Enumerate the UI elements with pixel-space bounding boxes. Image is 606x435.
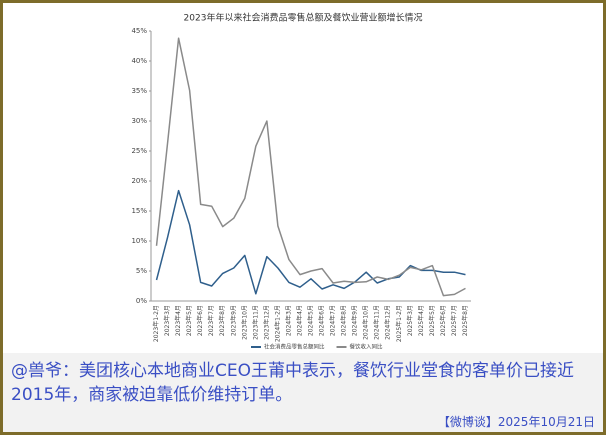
x-tick-label: 2024年3月: [284, 305, 292, 336]
y-tick-label: 25%: [131, 147, 147, 155]
x-tick-label: 2023年3月: [163, 305, 171, 336]
y-tick-label: 5%: [136, 267, 147, 275]
x-tick-label: 2024年5月: [307, 305, 315, 336]
x-tick-label: 2025年7月: [450, 305, 458, 336]
x-tick-label: 2025年6月: [439, 305, 447, 336]
y-tick-label: 45%: [131, 27, 147, 35]
series-line: [155, 189, 466, 295]
chart: 2023年年以来社会消费品零售总额及餐饮业营业额增长情况 0% 5% 10% 15% 2…: [3, 3, 603, 353]
x-tick-label: 2025年5月: [428, 305, 436, 336]
chart-title: 2023年年以来社会消费品零售总额及餐饮业营业额增长情况: [184, 12, 423, 24]
y-tick-label: 35%: [131, 87, 147, 95]
x-tick-label: 2024年6月: [318, 305, 326, 336]
y-tick-label: 20%: [131, 177, 147, 185]
y-tick-label: 10%: [131, 237, 147, 245]
x-tick-label: 2024年9月: [351, 305, 359, 336]
x-tick-label: 2024年8月: [340, 305, 348, 336]
legend-label: 社会消费品零售总额同比: [264, 343, 325, 351]
x-tick-label: 2024年10月: [362, 305, 370, 340]
y-tick-label: 0%: [136, 297, 147, 305]
x-tick-label: 2023年6月: [196, 305, 204, 336]
y-tick-label: 15%: [131, 207, 147, 215]
x-tick-label: 2025年4月: [417, 305, 425, 336]
x-tick-label: 2023年9月: [229, 305, 237, 336]
x-tick-label: 2025年1-2月: [395, 305, 403, 342]
x-tick-label: 2023年10月: [240, 305, 248, 340]
legend-label: 餐饮收入同比: [350, 343, 384, 351]
x-tick-label: 2023年12月: [262, 305, 270, 340]
x-tick-label: 2025年8月: [461, 305, 469, 336]
x-tick-label: 2024年4月: [295, 305, 303, 336]
x-tick-label: 2023年11月: [251, 305, 259, 340]
x-tick-label: 2024年1-2月: [273, 305, 281, 342]
footer: 【微博谈】2025年10月21日: [437, 415, 595, 429]
y-tick-label: 40%: [131, 57, 147, 65]
x-tick-label: 2024年7月: [329, 305, 337, 336]
series-line: [155, 37, 466, 297]
x-tick-label: 2023年7月: [207, 305, 215, 336]
x-tick-label: 2023年8月: [218, 305, 226, 336]
x-tick-label: 2023年5月: [185, 305, 193, 336]
x-tick-label: 2025年3月: [406, 305, 414, 336]
x-tick-label: 2024年12月: [384, 305, 392, 340]
x-tick-label: 2024年11月: [373, 305, 381, 340]
y-tick-label: 30%: [131, 117, 147, 125]
x-tick-label: 2023年1-2月: [152, 305, 160, 342]
caption: @兽爷：美团核心本地商业CEO王莆中表示，餐饮行业堂食的客单价已接近2015年，…: [11, 361, 574, 405]
x-tick-label: 2023年4月: [174, 305, 182, 336]
